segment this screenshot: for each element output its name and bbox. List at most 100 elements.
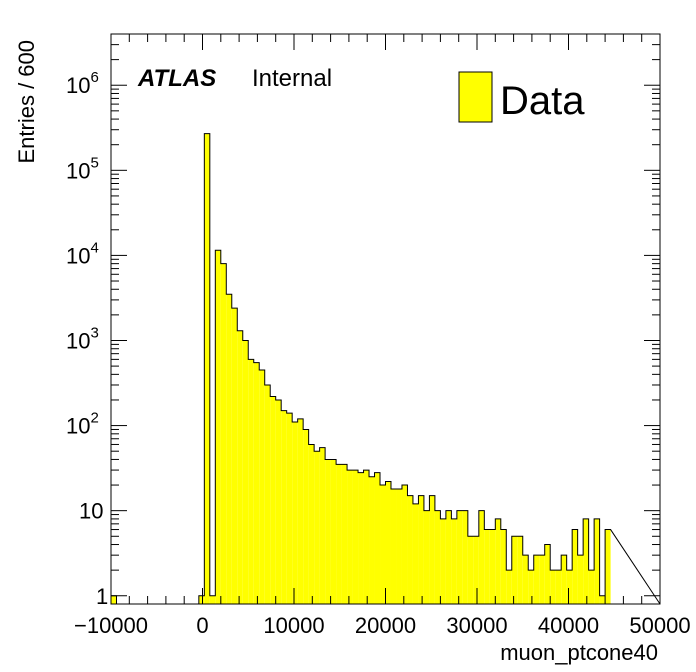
histogram-bar (473, 536, 479, 604)
histogram-bar (220, 263, 227, 604)
histogram-bar (253, 362, 260, 604)
legend-swatch-data (458, 71, 493, 123)
histogram-bar (385, 481, 391, 604)
x-tick-label: 40000 (538, 613, 599, 638)
histogram-bar (533, 555, 540, 604)
histogram-bar (336, 464, 342, 604)
histogram-bar (401, 485, 408, 604)
histogram-bar (226, 294, 232, 604)
histogram-bar (456, 510, 463, 604)
histogram-bar (517, 536, 523, 604)
histogram-bar (484, 529, 490, 604)
y-tick-base: 10 (66, 243, 90, 268)
y-tick-label: 104 (66, 239, 99, 268)
histogram-bar (528, 570, 534, 604)
histogram-bar (462, 510, 468, 604)
histogram-bar (544, 544, 551, 604)
histogram-bar (440, 518, 446, 604)
y-tick-base: 10 (66, 73, 90, 98)
histogram-bar (407, 495, 413, 604)
histogram-bar (319, 447, 326, 604)
y-tick-label: 105 (66, 154, 99, 183)
histogram-bar (561, 555, 567, 604)
histogram-bar (594, 518, 600, 604)
histogram-bar (511, 536, 518, 604)
histogram-bar (204, 133, 210, 604)
histogram-bar (467, 536, 474, 604)
y-tick-base: 10 (66, 414, 90, 439)
histogram-bar (237, 330, 243, 604)
histogram-bar (292, 422, 298, 604)
histogram-bar (539, 555, 545, 604)
legend-label-data: Data (500, 79, 585, 123)
y-tick-exponent: 4 (90, 239, 98, 256)
y-tick-label: 103 (66, 324, 99, 353)
histogram-bar (550, 570, 556, 604)
y-tick-base: 10 (66, 328, 90, 353)
y-axis-title: Entries / 600 (14, 40, 39, 164)
y-tick-exponent: 3 (90, 324, 98, 341)
histogram-bar (215, 250, 221, 604)
y-tick-exponent: 6 (90, 69, 98, 86)
histogram-bar (396, 488, 402, 604)
histogram-bar (325, 459, 331, 604)
histogram-bar (522, 555, 529, 604)
histogram-bar (314, 451, 320, 604)
histogram-bar (506, 570, 512, 604)
x-tick-label: 10000 (263, 613, 324, 638)
histogram-bars (111, 133, 611, 604)
histogram-bar (572, 529, 578, 604)
histogram-bar (605, 529, 611, 604)
histogram-bar (412, 503, 419, 604)
histogram-bar (577, 555, 584, 604)
histogram-bar (429, 495, 435, 604)
histogram-bar (478, 510, 485, 604)
histogram-bar (259, 369, 265, 604)
legend: Data (458, 71, 585, 123)
x-tick-label: 50000 (629, 613, 690, 638)
histogram-outline (110, 133, 661, 605)
histogram-bar (380, 485, 386, 604)
histogram-bar (489, 529, 496, 604)
x-tick-label: 0 (196, 613, 208, 638)
histogram-bar (303, 429, 309, 604)
histogram-bar (363, 470, 370, 604)
histogram-bar (341, 464, 348, 604)
histogram-bar (347, 470, 353, 604)
histogram-bar (308, 444, 315, 604)
atlas-label-bold: ATLAS (137, 65, 216, 92)
x-axis-title: muon_ptcone40 (500, 640, 658, 665)
histogram-bar (588, 570, 595, 604)
x-tick-label: 30000 (446, 613, 507, 638)
histogram-bar (599, 595, 606, 604)
histogram-bar (111, 595, 117, 604)
histogram-bar (248, 359, 254, 604)
histogram-bar (418, 495, 424, 604)
histogram-bar (275, 399, 282, 604)
y-tick-label: 1 (96, 584, 108, 609)
histogram-bar (209, 595, 216, 604)
histogram-bar (390, 488, 397, 604)
y-tick-label: 102 (66, 410, 99, 439)
histogram-bar (555, 570, 562, 604)
atlas-label-text: Internal (252, 65, 332, 92)
histogram-bar (369, 476, 375, 604)
histogram-bar (566, 570, 573, 604)
histogram-bar (445, 510, 452, 604)
histogram-bar (330, 459, 337, 604)
y-tick-base: 10 (66, 158, 90, 183)
histogram-bar (264, 384, 271, 604)
histogram-bar (231, 308, 238, 604)
atlas-label: ATLAS Internal (137, 65, 332, 92)
histogram-bar (286, 413, 293, 604)
histogram-bar (281, 410, 287, 604)
x-tick-label: 20000 (355, 613, 416, 638)
y-tick-exponent: 2 (90, 410, 98, 427)
histogram-bar (270, 396, 276, 604)
x-axis-ticks: −10000 0 10000 20000 30000 40000 50000 (74, 34, 691, 638)
histogram-bar (451, 518, 457, 604)
y-tick-label: 10 (79, 499, 103, 524)
histogram-bar (242, 340, 249, 604)
histogram-bar (297, 418, 304, 604)
